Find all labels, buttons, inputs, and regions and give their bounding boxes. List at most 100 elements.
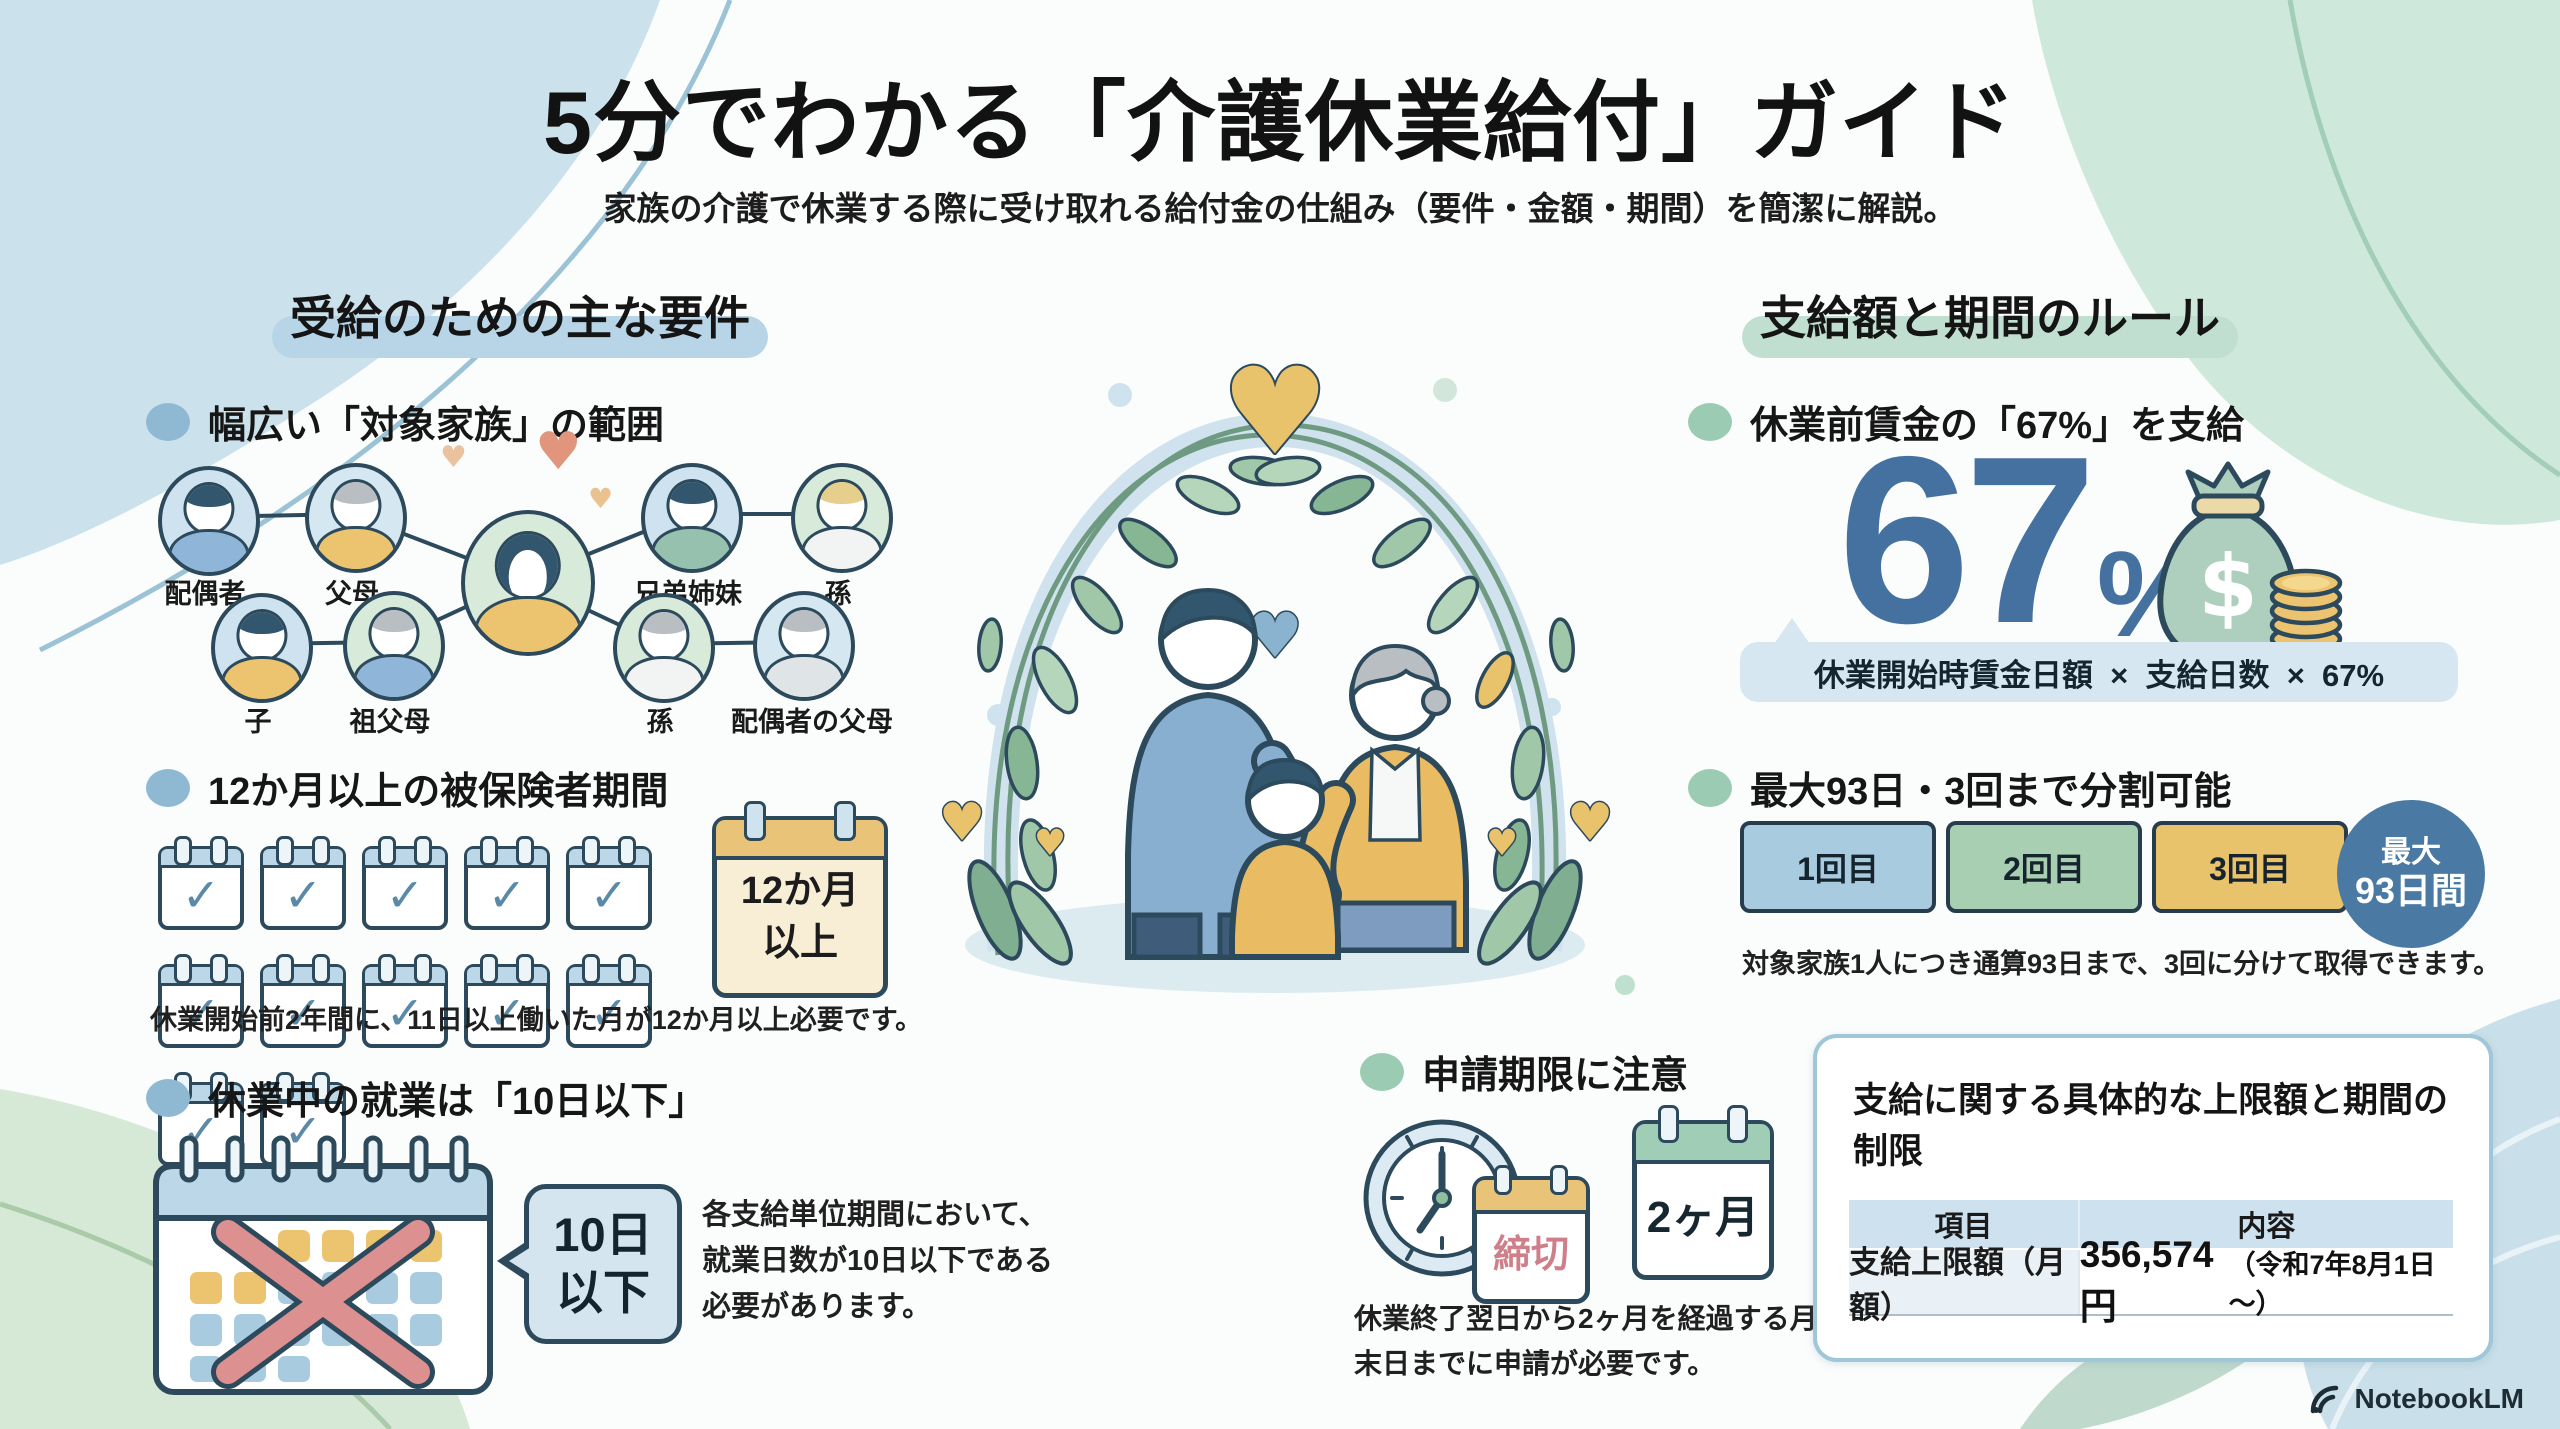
calendar-12months-line1: 12か月	[740, 870, 860, 912]
deadline-calendar-label: 締切	[1492, 1234, 1569, 1276]
heading-insured-period-label: 12か月以上の被保険者期間	[208, 771, 669, 813]
calendar-check-icon: ✓	[158, 954, 244, 1048]
section-header-requirements: 受給のための主な要件	[272, 282, 768, 358]
page-title: 5分でわかる「介護休業給付」ガイド	[543, 73, 2017, 172]
deadline-calendar-icon: 締切	[1472, 1165, 1590, 1304]
calendar-check-icon: ✓	[158, 836, 244, 930]
heart-icon: ♥	[535, 422, 582, 482]
family-member-label: 孫	[646, 707, 674, 737]
heart-icon: ♥	[939, 793, 986, 853]
family-member-label: 祖父母	[349, 707, 431, 737]
calendar-12months-line2: 以上	[761, 922, 838, 964]
bullet-icon	[146, 402, 190, 441]
max-days-badge-line1: 最大	[2381, 836, 2441, 869]
heading-payment-rate-label: 休業前賃金の「67%」を支給	[1750, 405, 2245, 447]
avatar-grandparents	[343, 591, 445, 701]
family-diagram: ♥ ♥ ♥ 配偶者 父母 兄弟姉妹 孫 子 祖父母 孫 配偶者の父母	[140, 422, 920, 752]
family-member-label: 配偶者の父母	[731, 707, 893, 737]
calendar-check-icon: ✓	[566, 836, 652, 930]
note-deadline-line2: 末日までに申請が必要です。	[1354, 1348, 1716, 1379]
calendar-check-icon: ✓	[260, 836, 346, 930]
limits-table-header: 項目 内容	[1849, 1200, 2453, 1248]
split-periods-bars: 1回目 2回目 3回目	[1740, 821, 2348, 913]
heart-icon: ♥	[1221, 343, 1329, 482]
brand-label: NotebookLM	[2354, 1383, 2524, 1414]
bullet-icon	[1688, 402, 1732, 441]
ten-days-bubble: 10日 以下	[497, 1184, 682, 1344]
max-days-badge-line2: 93日間	[2354, 870, 2468, 911]
period-bar-3: 3回目	[2152, 821, 2348, 913]
heading-deadline: 申請期限に注意	[1360, 1044, 1688, 1099]
period-bar-1: 1回目	[1740, 821, 1936, 913]
note-work-limit: 各支給単位期間において、 就業日数が10日以下である 必要があります。	[702, 1192, 1053, 1330]
bullet-icon	[146, 1078, 190, 1117]
limits-row-value: 356,574円	[2079, 1234, 2214, 1327]
corner-blob-top-right	[2032, 0, 2560, 525]
avatar-siblings	[641, 463, 743, 573]
heart-icon: ♥	[1034, 823, 1066, 864]
avatar-grandchild-bottom	[613, 593, 715, 703]
limits-row-value-suffix: （令和7年8月1日～）	[2228, 1250, 2436, 1319]
heart-icon: ♥	[440, 440, 467, 475]
calendar-check-icon: ✓	[362, 836, 448, 930]
limits-table-col2: 内容	[2237, 1211, 2296, 1243]
note-deadline: 休業終了翌日から2ヶ月を経過する月の 末日までに申請が必要です。	[1354, 1296, 1846, 1386]
period-bar-2: 2回目	[1946, 821, 2142, 913]
avatar-grandchild-top	[791, 463, 893, 573]
two-months-calendar-label: 2ヶ月	[1646, 1193, 1760, 1242]
limits-row-label: 支給上限額（月額）	[1849, 1245, 2080, 1325]
heading-duration: 最大93日・3回まで分割可能	[1688, 760, 2231, 815]
calendar-checks-grid: ✓ ✓ ✓ ✓ ✓ ✓ ✓ ✓ ✓ ✓ ✓ ✓	[158, 824, 718, 1166]
two-months-calendar-icon: 2ヶ月	[1632, 1105, 1774, 1280]
note-work-limit-line3: 必要があります。	[702, 1291, 932, 1323]
calendar-crossed-icon	[153, 1135, 493, 1395]
calendar-12months-icon: 12か月 以上	[712, 801, 888, 998]
payment-rate-number: 67	[1838, 408, 2097, 673]
calendar-check-icon: ✓	[566, 954, 652, 1048]
note-work-limit-line1: 各支給単位期間において、	[702, 1199, 1048, 1231]
heading-deadline-label: 申請期限に注意	[1422, 1055, 1689, 1097]
avatar-caregiver-center	[461, 510, 595, 656]
family-member-label: 子	[244, 707, 272, 737]
heading-insured-period: 12か月以上の被保険者期間	[146, 760, 668, 815]
family-illustration: ♥ ♥ ♥ ♥ ♥ ♥	[937, 341, 1635, 995]
ten-days-line2: 以下	[556, 1266, 650, 1319]
max-days-badge: 最大 93日間	[2337, 800, 2485, 948]
avatar-spouse-parents	[753, 591, 855, 701]
calendar-check-icon: ✓	[464, 954, 550, 1048]
limits-card-title: 支給に関する具体的な上限額と期間の制限	[1853, 1081, 2449, 1171]
heading-family-scope-label: 幅広い「対象家族」の範囲	[208, 405, 665, 447]
bullet-icon	[146, 768, 190, 807]
heading-family-scope: 幅広い「対象家族」の範囲	[146, 394, 664, 449]
limits-table-col1: 項目	[1849, 1200, 2080, 1248]
dollar-icon: $	[2198, 537, 2258, 637]
heading-duration-label: 最大93日・3回まで分割可能	[1750, 771, 2232, 813]
ten-days-line1: 10日	[553, 1208, 653, 1261]
heading-work-limit: 休業中の就業は「10日以下」	[146, 1070, 706, 1125]
heading-payment-rate: 休業前賃金の「67%」を支給	[1688, 394, 2244, 449]
avatar-child	[211, 593, 313, 703]
limits-table-row: 支給上限額（月額） 356,574円 （令和7年8月1日～）	[1849, 1234, 2453, 1327]
avatar-parents	[305, 463, 407, 573]
bullet-icon	[1360, 1052, 1404, 1091]
note-duration: 対象家族1人につき通算93日まで、3回に分けて取得できます。	[1742, 949, 2501, 979]
avatar-spouse	[158, 466, 260, 576]
calendar-check-icon: ✓	[362, 954, 448, 1048]
heart-icon: ♥	[1567, 793, 1614, 853]
heart-icon: ♥	[1486, 823, 1518, 864]
brand-footer: NotebookLM	[2308, 1383, 2524, 1415]
notebooklm-logo-icon	[2311, 1385, 2339, 1414]
benefit-formula: 休業開始時賃金日額 × 支給日数 × 67%	[1740, 618, 2458, 702]
limits-card: 支給に関する具体的な上限額と期間の制限 項目 内容 支給上限額（月額） 356,…	[1813, 1034, 2493, 1362]
section-header-payment-rules-label: 支給額と期間のルール	[1742, 282, 2238, 358]
section-header-payment-rules: 支給額と期間のルール	[1742, 282, 2238, 358]
bullet-icon	[1688, 768, 1732, 807]
money-bag-icon: $	[2157, 461, 2343, 668]
page-subtitle: 家族の介護で休業する際に受け取れる給付金の仕組み（要件・金額・期間）を簡潔に解説…	[603, 190, 1957, 227]
heading-work-limit-label: 休業中の就業は「10日以下」	[208, 1081, 707, 1123]
limits-table: 項目 内容 支給上限額（月額） 356,574円 （令和7年8月1日～）	[1849, 1200, 2453, 1327]
note-insured-period: 休業開始前2年間に、11日以上働いた月が12か月以上必要です。	[150, 1005, 923, 1035]
calendar-check-icon: ✓	[464, 836, 550, 930]
heart-icon: ♥	[588, 482, 614, 515]
